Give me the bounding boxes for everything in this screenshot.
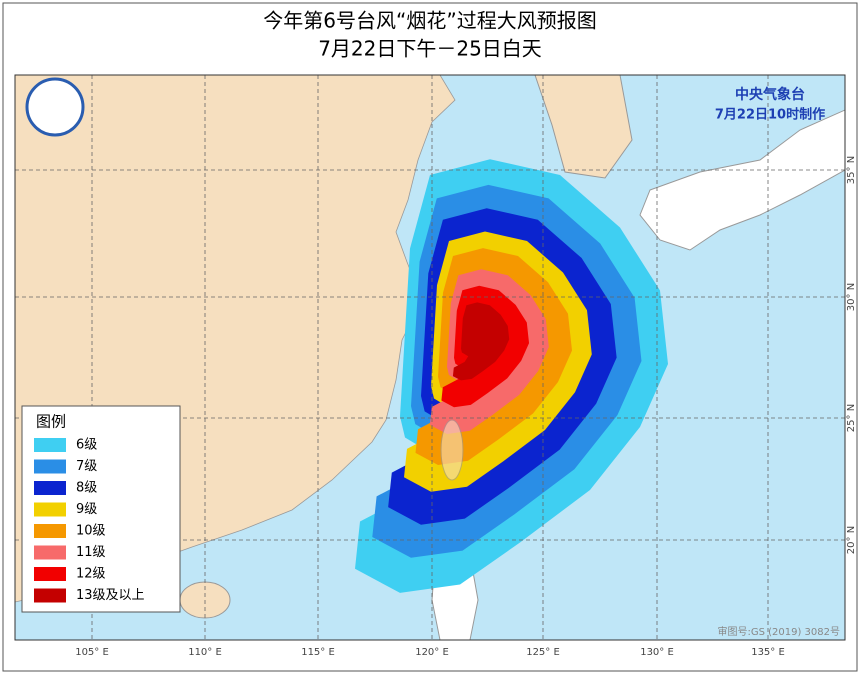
wind-swaths (355, 159, 668, 593)
latitude-label: 30° N (846, 283, 857, 311)
legend-label: 11级 (76, 545, 106, 560)
legend-label: 6级 (76, 438, 97, 453)
legend-swatch (34, 567, 66, 581)
korea (534, 75, 633, 179)
legend-swatch (34, 459, 66, 474)
longitude-label: 130° E (640, 647, 674, 658)
agency-name: 中央气象台 (735, 86, 805, 103)
graticule (15, 75, 845, 640)
review-number: 审图号:GS (2019) 3082号 (717, 625, 840, 638)
legend: 图例 6级 7级 8级 9级 10级 11级 12级 13级及以上 (21, 405, 181, 613)
legend-swatch (34, 545, 66, 560)
legend-swatch (34, 481, 66, 495)
legend-label: 13级及以上 (76, 588, 145, 603)
latitude-label: 20° N (846, 526, 857, 554)
subtitle: 7月22日下午－25日白天 (318, 37, 542, 61)
wind-swath (452, 302, 510, 381)
legend-label: 10级 (76, 524, 106, 539)
legend-label: 12级 (76, 567, 106, 582)
taiwan (440, 419, 464, 481)
issue-time: 7月22日10时制作 (715, 107, 825, 123)
longitude-label: 135° E (751, 647, 785, 658)
longitude-label: 110° E (188, 647, 222, 658)
legend-label: 8级 (76, 481, 97, 496)
longitude-label: 120° E (415, 647, 449, 658)
legend-swatch (34, 438, 66, 452)
latitude-label: 25° N (846, 404, 857, 432)
longitude-label: 115° E (301, 647, 335, 658)
longitude-label: 125° E (526, 647, 560, 658)
legend-label: 7级 (76, 459, 97, 474)
legend-swatch (34, 502, 66, 517)
latitude-label: 35° N (846, 156, 857, 184)
legend-swatch (34, 588, 66, 603)
legend-swatch (34, 524, 66, 538)
legend-label: 9级 (76, 502, 97, 517)
title: 今年第6号台风“烟花”过程大风预报图 (263, 9, 596, 33)
legend-title: 图例 (36, 413, 66, 431)
longitude-label: 105° E (75, 647, 109, 658)
logo (25, 77, 85, 137)
japan (639, 109, 845, 251)
map-border (14, 74, 846, 641)
